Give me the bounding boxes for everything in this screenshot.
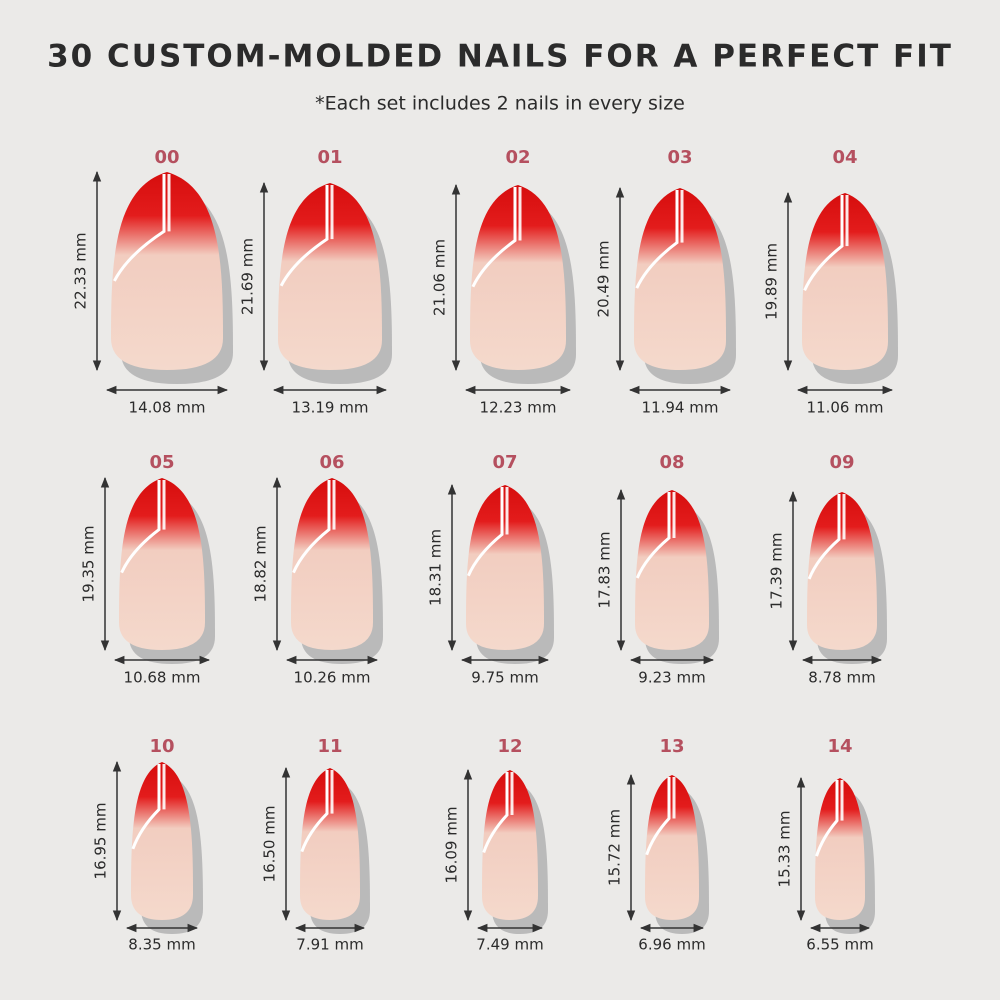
tip-line [482,772,509,853]
length-label: 17.83 mm [596,532,614,609]
nail-grid: 00 22.33 mm 14.08 mm 01 21.69 mm 13.19 mm 02 21… [72,147,898,954]
width-label: 7.49 mm [476,936,543,954]
size-label: 08 [659,452,684,473]
tip-line [635,492,671,579]
nail [802,193,888,370]
length-label: 16.50 mm [261,806,279,883]
nail-item: 08 17.83 mm 9.23 mm [596,452,719,687]
nail-item: 10 16.95 mm 8.35 mm [92,736,203,954]
nail-item: 05 19.35 mm 10.68 mm [80,452,215,687]
length-label: 15.33 mm [776,811,794,888]
nail [111,172,223,370]
width-label: 11.06 mm [807,399,884,417]
tip-line [113,174,166,282]
tip-line [645,777,671,856]
tip-line [815,780,839,857]
width-label: 9.75 mm [471,669,538,687]
length-label: 18.82 mm [252,526,270,603]
nail-item: 04 19.89 mm 11.06 mm [763,147,898,417]
width-label: 12.23 mm [480,399,557,417]
tip-line [635,190,679,289]
length-label: 16.09 mm [443,807,461,884]
nail-item: 01 21.69 mm 13.19 mm [239,147,392,417]
length-label: 16.95 mm [92,803,110,880]
tip-line [803,195,844,291]
width-label: 13.19 mm [292,399,369,417]
nail [645,775,699,920]
width-label: 6.96 mm [638,936,705,954]
length-label: 21.06 mm [431,239,449,316]
width-label: 14.08 mm [129,399,206,417]
tip-line [466,487,504,577]
size-label: 12 [497,736,522,757]
nail-item: 12 16.09 mm 7.49 mm [443,736,548,954]
nail-item: 02 21.06 mm 12.23 mm [431,147,576,417]
size-label: 02 [505,147,530,168]
nail [470,185,566,370]
nail-item: 07 18.31 mm 9.75 mm [427,452,554,687]
size-label: 04 [832,147,857,168]
length-label: 19.35 mm [80,526,98,603]
nail [119,478,205,650]
size-label: 00 [154,147,179,168]
length-label: 17.39 mm [768,533,786,610]
nail-item: 00 22.33 mm 14.08 mm [72,147,233,417]
nail [131,762,193,920]
length-label: 20.49 mm [595,241,613,318]
nail [466,485,544,650]
nail [634,188,726,370]
size-label: 06 [319,452,344,473]
size-label: 11 [317,736,342,757]
length-label: 19.89 mm [763,243,781,320]
size-label: 03 [667,147,692,168]
size-label: 13 [659,736,684,757]
size-label: 10 [149,736,174,757]
nail-item: 09 17.39 mm 8.78 mm [768,452,887,687]
nail [291,478,373,650]
length-label: 18.31 mm [427,529,445,606]
title: 30 CUSTOM-MOLDED NAILS FOR A PERFECT FIT [47,39,953,75]
width-label: 6.55 mm [806,936,873,954]
length-label: 21.69 mm [239,238,257,315]
nail-item: 13 15.72 mm 6.96 mm [606,736,709,954]
nail-item: 06 18.82 mm 10.26 mm [252,452,383,687]
size-label: 05 [149,452,174,473]
width-label: 8.78 mm [808,669,875,687]
width-label: 8.35 mm [128,936,195,954]
nail-item: 14 15.33 mm 6.55 mm [776,736,875,954]
width-label: 9.23 mm [638,669,705,687]
nail-item: 03 20.49 mm 11.94 mm [595,147,736,417]
width-label: 10.26 mm [294,669,371,687]
tip-line [807,494,841,580]
tip-line [131,764,161,850]
nail [807,492,877,650]
size-label: 07 [492,452,517,473]
tip-line [292,480,331,574]
nail [815,778,865,920]
nail [278,183,382,370]
nail-item: 11 16.50 mm 7.91 mm [261,736,370,954]
tip-line [300,770,329,853]
width-label: 7.91 mm [296,936,363,954]
width-label: 11.94 mm [642,399,719,417]
size-label: 14 [827,736,852,757]
length-label: 22.33 mm [72,233,90,310]
nail [635,490,709,650]
nail [482,770,538,920]
size-label: 01 [317,147,342,168]
subtitle: *Each set includes 2 nails in every size [315,93,685,115]
size-label: 09 [829,452,854,473]
tip-line [120,480,161,574]
tip-line [279,185,329,287]
tip-line [471,187,517,288]
width-label: 10.68 mm [124,669,201,687]
length-label: 15.72 mm [606,809,624,886]
nail [300,768,360,920]
